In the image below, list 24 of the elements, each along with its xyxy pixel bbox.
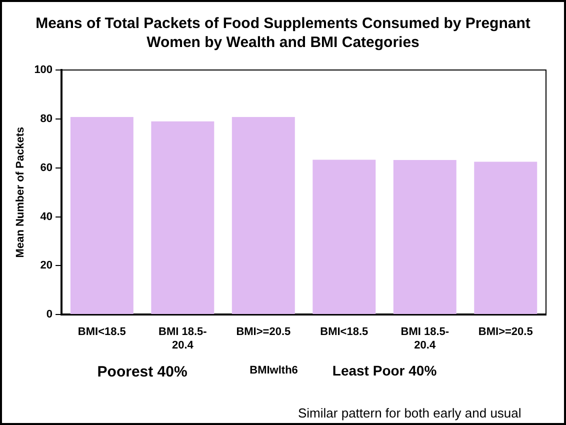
bar: [312, 160, 376, 314]
bar: [474, 162, 538, 314]
chart-title: Means of Total Packets of Food Supplements Consumed by Pregnant Women by Wealth and BMI Categories: [34, 14, 532, 52]
x-tick-label: BMI 18.5-20.4: [400, 326, 450, 352]
x-tick-label: BMI 18.5-20.4: [158, 326, 208, 352]
y-tick-label: 100: [34, 64, 53, 76]
x-tick-label: BMI<18.5: [320, 326, 368, 338]
text: Similar pattern for both early and usual: [298, 406, 522, 421]
x-tick-label: BMI>=20.5: [478, 326, 533, 338]
x-axis-title: BMIwlth6: [250, 364, 298, 377]
bar: [232, 116, 295, 314]
x-tick-label: BMI<18.5: [78, 326, 126, 338]
bar: [393, 160, 456, 314]
y-axis-title: Mean Number of Packets: [14, 126, 27, 258]
y-tick-label: 40: [40, 210, 53, 223]
bar: [151, 121, 214, 314]
text: Poorest 40%: [97, 364, 188, 381]
y-tick-label: 20: [40, 260, 53, 272]
bar: [70, 116, 134, 314]
y-tick-label: 0: [46, 308, 53, 321]
y-tick-label: 60: [40, 162, 53, 174]
x-tick-label: BMI>=20.5: [236, 326, 291, 338]
y-tick-label: 80: [40, 112, 53, 125]
text: Least Poor 40%: [332, 362, 438, 378]
